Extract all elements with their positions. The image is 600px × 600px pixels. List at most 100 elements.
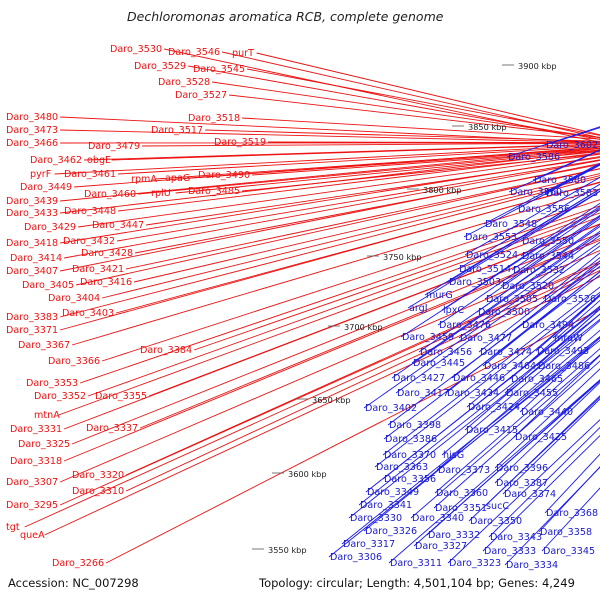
forward-gene-label: Daro_3528 bbox=[158, 77, 210, 88]
forward-gene-label: Daro_3404 bbox=[48, 293, 100, 304]
forward-gene-label: Daro_3466 bbox=[6, 138, 58, 149]
reverse-label-connector bbox=[494, 381, 600, 484]
reverse-gene-label: Daro_3349 bbox=[367, 487, 419, 498]
reverse-label-connector bbox=[437, 214, 600, 326]
forward-gene-label: Daro_3416 bbox=[80, 277, 132, 288]
forward-label-connector bbox=[242, 117, 600, 140]
reverse-gene-label: Daro_3311 bbox=[390, 558, 442, 569]
forward-label-connector bbox=[135, 164, 600, 254]
reverse-gene-label: Daro_3459 bbox=[402, 332, 454, 343]
reverse-gene-label: Daro_3351 bbox=[435, 503, 487, 514]
reverse-label-connector bbox=[433, 360, 600, 509]
reverse-gene-label: Daro_3526 bbox=[544, 294, 596, 305]
reverse-label-connector bbox=[502, 398, 600, 495]
reverse-gene-label: hisG bbox=[443, 450, 464, 461]
forward-label-connector bbox=[252, 149, 600, 176]
forward-gene-label: Daro_3479 bbox=[88, 141, 140, 152]
forward-gene-label: Daro_3519 bbox=[214, 137, 266, 148]
reverse-label-connector bbox=[436, 329, 600, 471]
reverse-label-connector bbox=[464, 176, 600, 256]
reverse-gene-label: Daro_3514 bbox=[459, 264, 511, 275]
reverse-gene-label: Daro_3373 bbox=[438, 465, 490, 476]
forward-gene-label: Daro_3433 bbox=[6, 208, 58, 219]
forward-gene-label: Daro_3295 bbox=[6, 500, 58, 511]
reverse-gene-label: Daro_3503 bbox=[449, 277, 501, 288]
reverse-gene-label: Daro_3396 bbox=[496, 463, 548, 474]
forward-gene-label: Daro_3546 bbox=[168, 47, 220, 58]
forward-label-connector bbox=[60, 156, 600, 244]
reverse-gene-label: Daro_3415 bbox=[466, 425, 518, 436]
forward-gene-label: Daro_3421 bbox=[72, 264, 124, 275]
reverse-gene-label: Daro_3386 bbox=[385, 434, 437, 445]
reverse-gene-label: Daro_3446 bbox=[453, 373, 505, 384]
reverse-gene-label: Daro_3334 bbox=[506, 560, 558, 571]
forward-label-connector bbox=[60, 116, 600, 143]
forward-gene-label: Daro_3529 bbox=[134, 61, 186, 72]
forward-label-connector bbox=[229, 94, 600, 138]
reverse-gene-label: Daro_3374 bbox=[504, 489, 556, 500]
forward-label-connector bbox=[247, 68, 600, 136]
summary-text: Topology: circular; Length: 4,501,104 bp… bbox=[258, 576, 575, 590]
reverse-label-connector bbox=[457, 183, 600, 270]
reverse-label-connector bbox=[407, 190, 600, 309]
reverse-label-connector bbox=[532, 149, 600, 181]
reverse-label-connector bbox=[500, 216, 600, 287]
reverse-gene-label: Daro_3602 bbox=[546, 140, 598, 151]
reverse-gene-label: Daro_3524 bbox=[466, 250, 518, 261]
forward-label-connector bbox=[117, 159, 600, 242]
reverse-gene-label: Daro_3402 bbox=[365, 403, 417, 414]
reverse-gene-label: Daro_3580 bbox=[534, 175, 586, 186]
forward-gene-label: Daro_3407 bbox=[6, 266, 58, 277]
reverse-gene-label: Daro_3464 bbox=[484, 361, 536, 372]
forward-gene-label: Daro_3545 bbox=[193, 64, 245, 75]
reverse-label-connector bbox=[508, 149, 600, 193]
reverse-label-connector bbox=[483, 162, 600, 225]
reverse-gene-label: Daro_3425 bbox=[515, 432, 567, 443]
forward-gene-label: Daro_3307 bbox=[6, 477, 58, 488]
forward-gene-label: pyrF bbox=[30, 169, 51, 180]
reverse-label-connector bbox=[447, 188, 600, 283]
reverse-gene-label: Daro_3440 bbox=[521, 407, 573, 418]
reverse-gene-label: Daro_3583 bbox=[546, 188, 598, 199]
reverse-gene-label: Daro_3341 bbox=[360, 500, 412, 511]
reverse-label-connector bbox=[363, 241, 600, 409]
reverse-gene-label: Daro_3326 bbox=[365, 526, 417, 537]
forward-label-connector bbox=[59, 177, 600, 318]
forward-gene-label: Daro_3480 bbox=[6, 112, 58, 123]
reverse-gene-label: Daro_3327 bbox=[415, 541, 467, 552]
forward-gene-label: Daro_3266 bbox=[52, 558, 104, 569]
kbp-tick-label: 3900 kbp bbox=[518, 61, 557, 71]
forward-gene-label: Daro_3310 bbox=[72, 486, 124, 497]
kbp-tick-label: 3550 kbp bbox=[268, 545, 307, 555]
reverse-gene-label: Daro_3532 bbox=[513, 265, 565, 276]
forward-label-connector bbox=[188, 65, 600, 140]
reverse-gene-label: Daro_3330 bbox=[350, 513, 402, 524]
reverse-label-connector bbox=[488, 426, 600, 538]
forward-gene-label: Daro_3405 bbox=[22, 280, 74, 291]
reverse-label-connector bbox=[504, 308, 600, 394]
reverse-label-connector bbox=[328, 339, 600, 558]
forward-gene-label: Daro_3447 bbox=[92, 220, 144, 231]
reverse-gene-label: Daro_3548 bbox=[485, 219, 537, 230]
reverse-gene-label: Daro_3434 bbox=[447, 388, 499, 399]
forward-label-connector bbox=[125, 270, 600, 492]
reverse-label-connector bbox=[410, 354, 600, 519]
forward-label-connector bbox=[142, 142, 600, 147]
reverse-gene-label: Daro_3474 bbox=[480, 347, 532, 358]
reverse-gene-label: Daro_3465 bbox=[511, 374, 563, 385]
reverse-gene-label: Daro_3493 bbox=[537, 346, 589, 357]
forward-gene-label: Daro_3518 bbox=[188, 113, 240, 124]
forward-label-connector bbox=[138, 149, 600, 195]
forward-gene-label: Daro_3371 bbox=[6, 325, 58, 336]
reverse-gene-label: Daro_3350 bbox=[470, 516, 522, 527]
reverse-label-connector bbox=[383, 274, 600, 440]
label-connectors bbox=[24, 48, 600, 566]
forward-label-connector bbox=[105, 308, 600, 564]
forward-gene-label: queA bbox=[20, 530, 45, 541]
forward-gene-label: Daro_3337 bbox=[86, 423, 138, 434]
forward-gene-label: Daro_3428 bbox=[81, 248, 133, 259]
reverse-label-connector bbox=[494, 368, 600, 469]
reverse-gene-label: Daro_3427 bbox=[393, 373, 445, 384]
forward-gene-label: Daro_3318 bbox=[10, 456, 62, 467]
